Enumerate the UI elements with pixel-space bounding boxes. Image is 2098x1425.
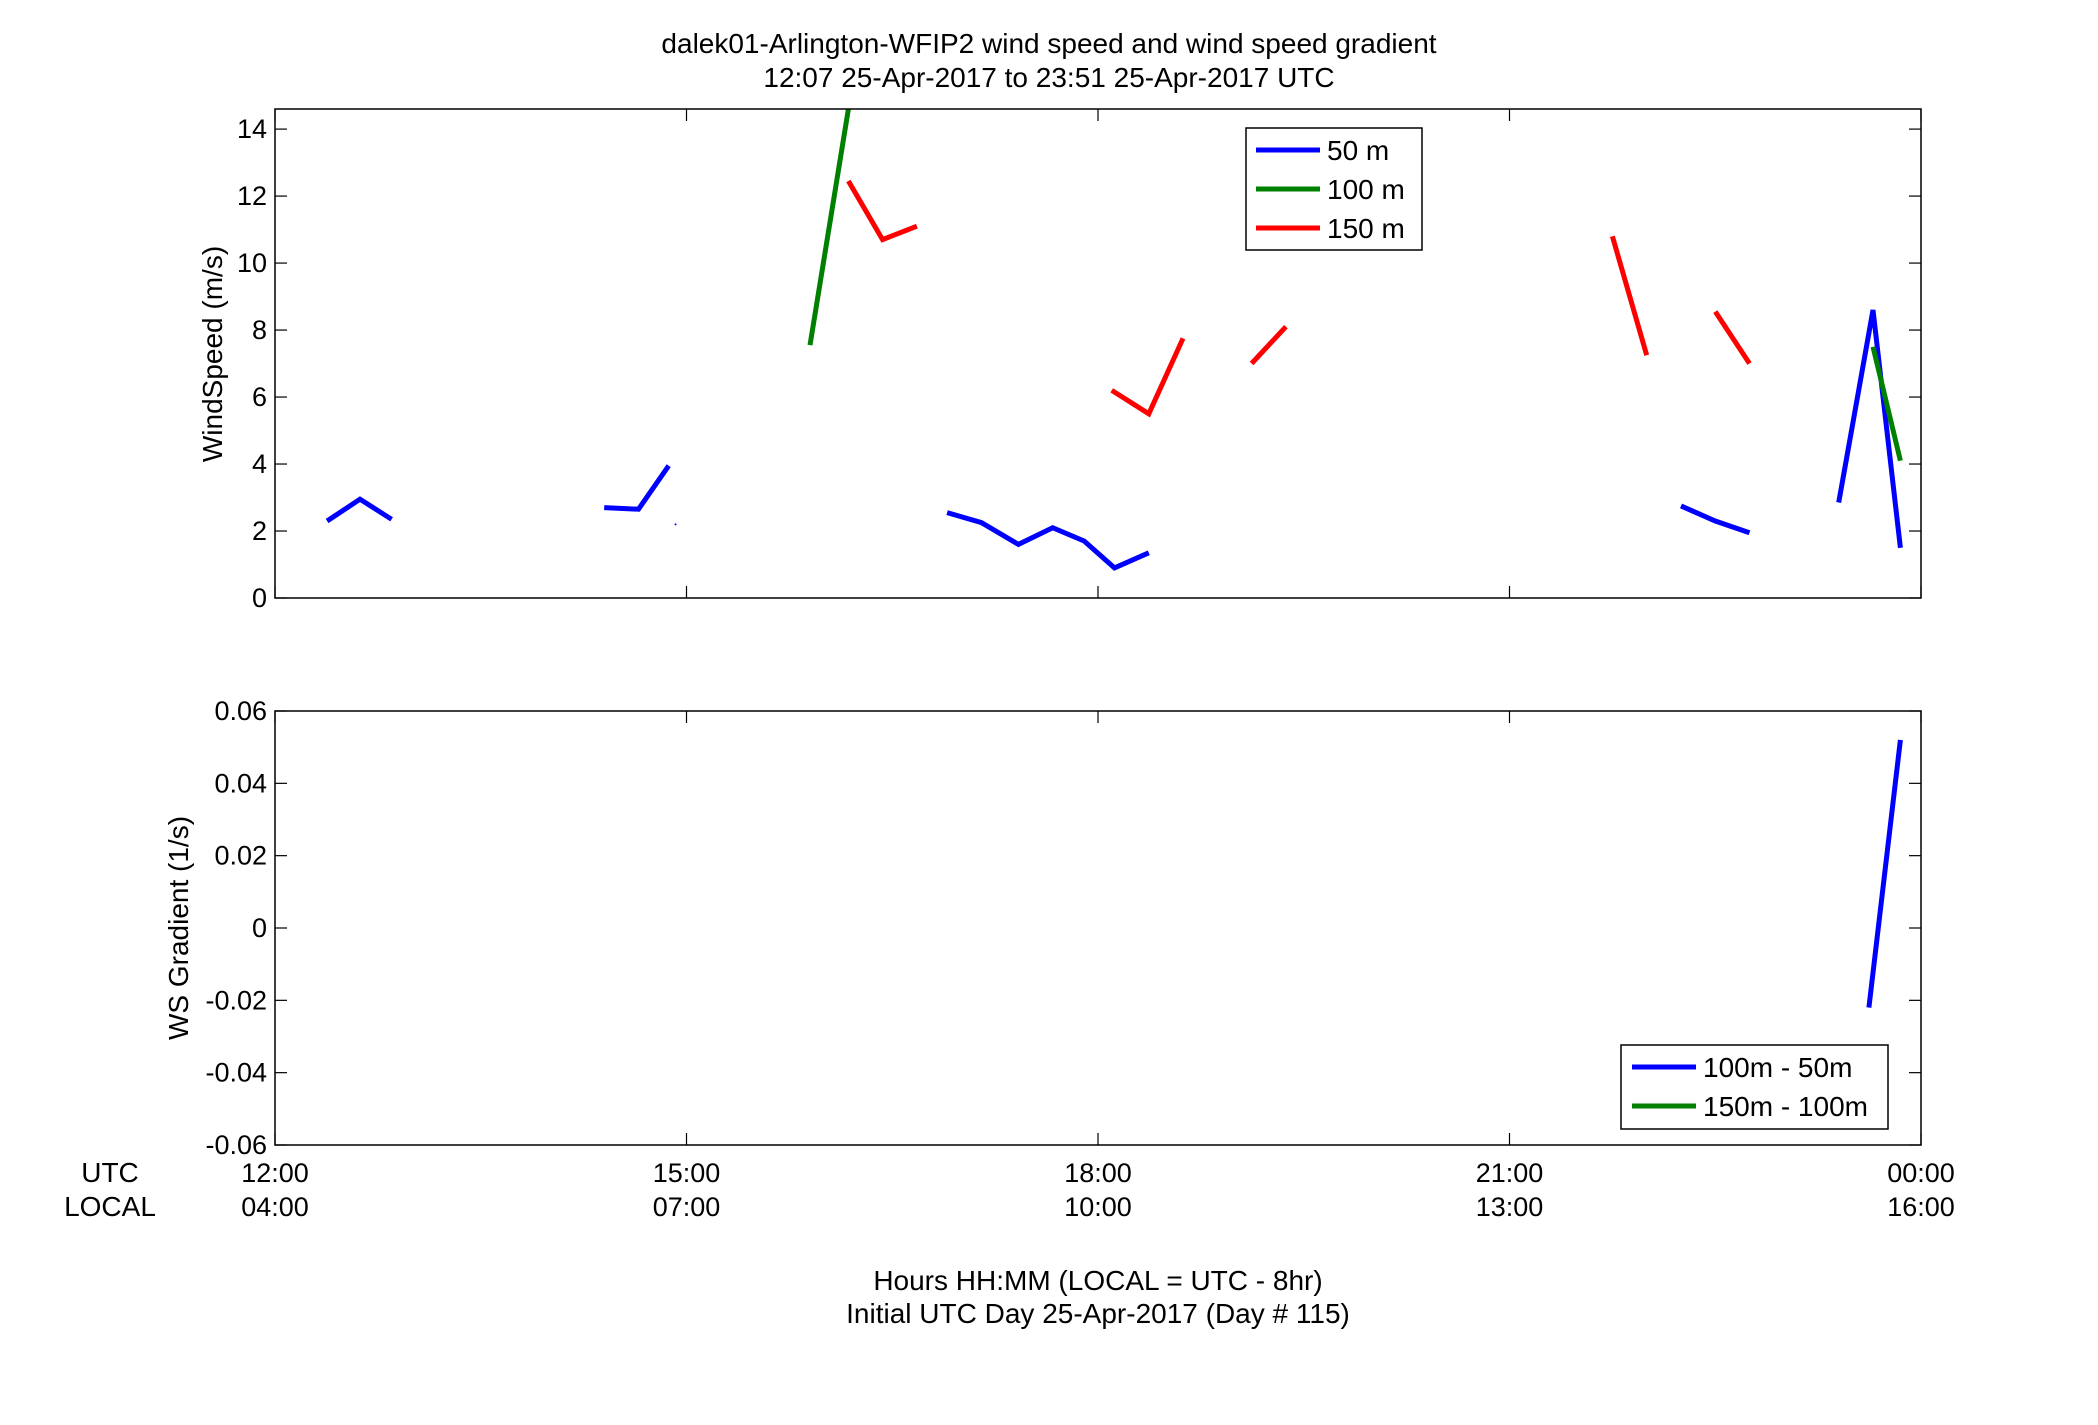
gradient-series-0-segment-0 — [1866, 739, 1903, 1008]
x-tick-label-utc: 12:00 — [241, 1158, 309, 1188]
gradient-legend: 100m - 50m 150m - 100m — [1620, 1044, 1889, 1130]
gradient-ytick-label: 0.02 — [214, 841, 267, 871]
windspeed-ytick-label: 10 — [237, 248, 267, 278]
windspeed-ytick-label: 0 — [252, 583, 267, 613]
gradient-ticks: -0.06 -0.04 -0.02 0 0.02 0.04 0.06 — [205, 696, 1922, 1160]
x-tick-label-utc: 00:00 — [1887, 1158, 1955, 1188]
windspeed-legend: 50 m 100 m 150 m — [1245, 127, 1423, 251]
windspeed-series-2-segment-2 — [1249, 324, 1288, 366]
windspeed-series-0-segment-4 — [1679, 503, 1751, 536]
windspeed-series-1-segment-0 — [807, 108, 851, 346]
chart-title-line1: dalek01-Arlington-WFIP2 wind speed and w… — [661, 28, 1436, 59]
windspeed-ytick-label: 2 — [252, 516, 267, 546]
x-tick-label-local: 10:00 — [1064, 1192, 1132, 1222]
utc-row-label: UTC — [81, 1157, 139, 1188]
x-tick-label-utc: 18:00 — [1064, 1158, 1132, 1188]
windspeed-series-0-segment-5 — [1836, 309, 1903, 549]
x-tick-label-utc: 15:00 — [653, 1158, 721, 1188]
chart-title-line2: 12:07 25-Apr-2017 to 23:51 25-Apr-2017 U… — [763, 62, 1334, 93]
windspeed-series-2-segment-0 — [846, 179, 918, 243]
x-axis-label-line1: Hours HH:MM (LOCAL = UTC - 8hr) — [873, 1265, 1322, 1296]
gradient-ytick-label: -0.02 — [205, 985, 267, 1015]
gradient-ytick-label: 0.04 — [214, 768, 267, 798]
windspeed-series-2-segment-3 — [1609, 235, 1650, 356]
x-tick-label-local: 04:00 — [241, 1192, 309, 1222]
legend-label-100m-50m: 100m - 50m — [1703, 1052, 1852, 1083]
gradient-ytick-label: -0.06 — [205, 1130, 267, 1160]
windspeed-ytick-label: 4 — [252, 449, 267, 479]
windspeed-ticks: 0 2 4 6 8 10 12 14 — [237, 109, 1922, 613]
gradient-ytick-label: -0.04 — [205, 1058, 267, 1088]
gradient-ytick-label: 0.06 — [214, 696, 267, 726]
legend-label-50m: 50 m — [1327, 135, 1389, 166]
x-axis-label-line2: Initial UTC Day 25-Apr-2017 (Day # 115) — [846, 1298, 1350, 1329]
windspeed-ytick-label: 12 — [237, 181, 267, 211]
windspeed-ylabel: WindSpeed (m/s) — [197, 246, 228, 462]
windspeed-ytick-label: 8 — [252, 315, 267, 345]
local-row-label: LOCAL — [64, 1191, 156, 1222]
legend-label-150m-100m: 150m - 100m — [1703, 1091, 1868, 1122]
x-tick-label-local: 16:00 — [1887, 1192, 1955, 1222]
windspeed-ytick-label: 14 — [237, 114, 267, 144]
x-tick-label-local: 07:00 — [653, 1192, 721, 1222]
windspeed-series-0-segment-1 — [604, 464, 671, 512]
x-tick-label-utc: 21:00 — [1476, 1158, 1544, 1188]
gradient-ytick-label: 0 — [252, 913, 267, 943]
gradient-series — [1866, 739, 1903, 1008]
windspeed-series-2-segment-4 — [1713, 310, 1752, 365]
windspeed-panel: 0 2 4 6 8 10 12 14 WindSpeed (m/s) 50 m 100 m 1… — [197, 108, 1922, 613]
x-tick-label-local: 13:00 — [1476, 1192, 1544, 1222]
windspeed-series-0-segment-3 — [946, 510, 1150, 571]
x-tick-labels: 12:00 04:00 15:00 07:00 18:00 10:00 21:00 13:00… — [241, 1158, 1955, 1222]
gradient-axes-box — [274, 710, 1922, 1146]
windspeed-series — [325, 108, 1903, 571]
gradient-legend-box — [1620, 1044, 1889, 1130]
windspeed-axes-box — [274, 108, 1922, 599]
gradient-ylabel: WS Gradient (1/s) — [163, 816, 194, 1040]
legend-label-100m: 100 m — [1327, 174, 1405, 205]
windspeed-series-0-segment-0 — [325, 496, 393, 524]
windspeed-point — [674, 523, 677, 526]
legend-label-150m: 150 m — [1327, 213, 1405, 244]
windspeed-ytick-label: 6 — [252, 382, 267, 412]
windspeed-series-2-segment-1 — [1110, 337, 1186, 418]
gradient-panel: -0.06 -0.04 -0.02 0 0.02 0.04 0.06 WS Gradient… — [163, 696, 1922, 1160]
windspeed-series-1-segment-1 — [1870, 346, 1903, 462]
